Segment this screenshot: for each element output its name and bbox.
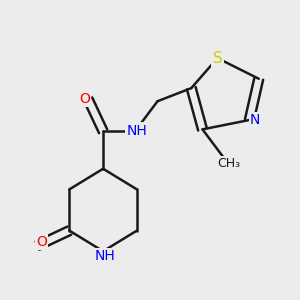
Text: NH: NH bbox=[127, 124, 147, 137]
Text: CH₃: CH₃ bbox=[217, 157, 240, 169]
Text: S: S bbox=[213, 51, 222, 66]
Text: O: O bbox=[36, 235, 47, 249]
Text: O: O bbox=[79, 92, 90, 106]
Text: NH: NH bbox=[94, 249, 116, 263]
Text: N: N bbox=[250, 113, 260, 127]
